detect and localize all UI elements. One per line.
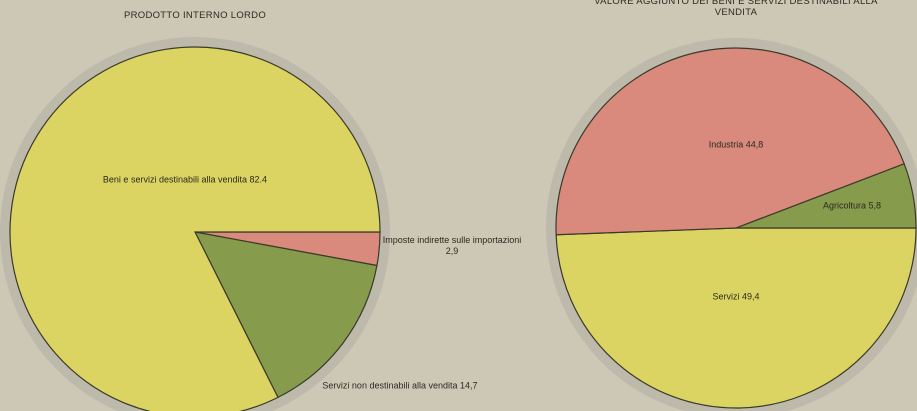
slice-label: Beni e servizi destinabili alla vendita … [95, 174, 275, 185]
slice-value: 2,9 [445, 246, 459, 256]
slice-value: 49,4 [742, 291, 760, 302]
pie-slice [555, 47, 905, 236]
slice-value: 82.4 [249, 174, 268, 185]
slice-category: Servizi non destinabili alla vendita [322, 380, 458, 391]
slice-label: Imposte indirette sulle importazioni 2,9 [382, 235, 522, 258]
slice-category: Industria [708, 139, 744, 150]
slice-category: Agricoltura [822, 200, 866, 211]
pie-slice [555, 227, 917, 409]
slice-value: 5,8 [868, 200, 882, 211]
pie-slice [193, 231, 378, 399]
chart-title: VALORE AGGIUNTO DEI BENI E SERVIZI DESTI… [594, 0, 878, 18]
slice-label: Servizi 49,4 [676, 291, 796, 302]
pie-slice [9, 46, 381, 411]
slice-label: Servizi non destinabili alla vendita 14,… [320, 380, 480, 391]
pie-slice [735, 163, 917, 229]
slice-value: 14,7 [460, 380, 478, 391]
slice-label: Industria 44,8 [676, 139, 796, 150]
slice-category: Beni e servizi destinabili alla vendita [102, 174, 248, 185]
slice-category: Servizi [712, 291, 740, 302]
slice-label: Agricoltura 5,8 [812, 200, 892, 211]
chart-title: PRODOTTO INTERNO LORDO [123, 10, 267, 21]
slice-value: 44,8 [745, 139, 764, 150]
slice-category: Imposte indirette sulle importazioni [382, 234, 522, 245]
